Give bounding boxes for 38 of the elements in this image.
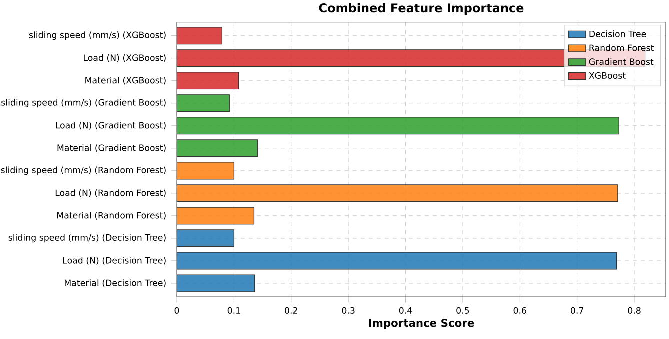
- x-tick-label: 0.5: [456, 307, 470, 314]
- x-tick-label: 0.4: [399, 307, 412, 314]
- y-tick-label: Material (Gradient Boost): [58, 144, 166, 152]
- bar: [177, 72, 240, 90]
- x-axis-title: Importance Score: [369, 319, 474, 330]
- y-tick-label: sliding speed (mm/s) (Gradient Boost): [2, 99, 166, 108]
- y-tick-label: Material (XGBoost): [86, 77, 166, 85]
- y-tick-label: sliding speed (mm/s) (Decision Tree): [8, 234, 166, 243]
- legend-label: XGBoost: [589, 72, 626, 79]
- y-tick-label: sliding speed (mm/s) (Random Forest): [1, 166, 166, 176]
- bar: [177, 207, 255, 225]
- y-tick-label: Load (N) (Random Forest): [56, 190, 166, 198]
- x-tick-label: 0: [174, 307, 180, 314]
- legend-label: Random Forest: [590, 44, 654, 52]
- bar: [177, 117, 620, 135]
- chart-title: Combined Feature Importance: [319, 3, 524, 15]
- bar: [177, 162, 235, 180]
- x-tick-label: 0.1: [228, 307, 240, 314]
- bar: [177, 274, 256, 292]
- y-tick-label: Load (N) (Decision Tree): [63, 257, 166, 265]
- x-tick-label: 0.2: [285, 307, 298, 314]
- y-tick-label: sliding speed (mm/s) (XGBoost): [29, 32, 166, 40]
- y-tick-label: Load (N) (Gradient Boost): [56, 122, 166, 130]
- y-tick-label: Load (N) (XGBoost): [84, 54, 166, 62]
- y-tick-label: Material (Random Forest): [58, 212, 166, 220]
- x-tick-label: 0.8: [628, 307, 641, 314]
- x-tick-label: 0.3: [342, 307, 355, 314]
- y-tick-label: Material (Decision Tree): [65, 280, 166, 288]
- legend-label: Gradient Boost: [589, 58, 654, 66]
- x-tick-label: 0.7: [571, 307, 584, 314]
- x-tick-label: 0.6: [514, 307, 526, 314]
- bar: [177, 94, 230, 112]
- bar: [177, 184, 618, 202]
- legend-label: Decision Tree: [590, 30, 646, 38]
- bar: [177, 230, 235, 248]
- bar: [177, 252, 618, 270]
- bar: [177, 27, 223, 45]
- bar: [177, 140, 258, 158]
